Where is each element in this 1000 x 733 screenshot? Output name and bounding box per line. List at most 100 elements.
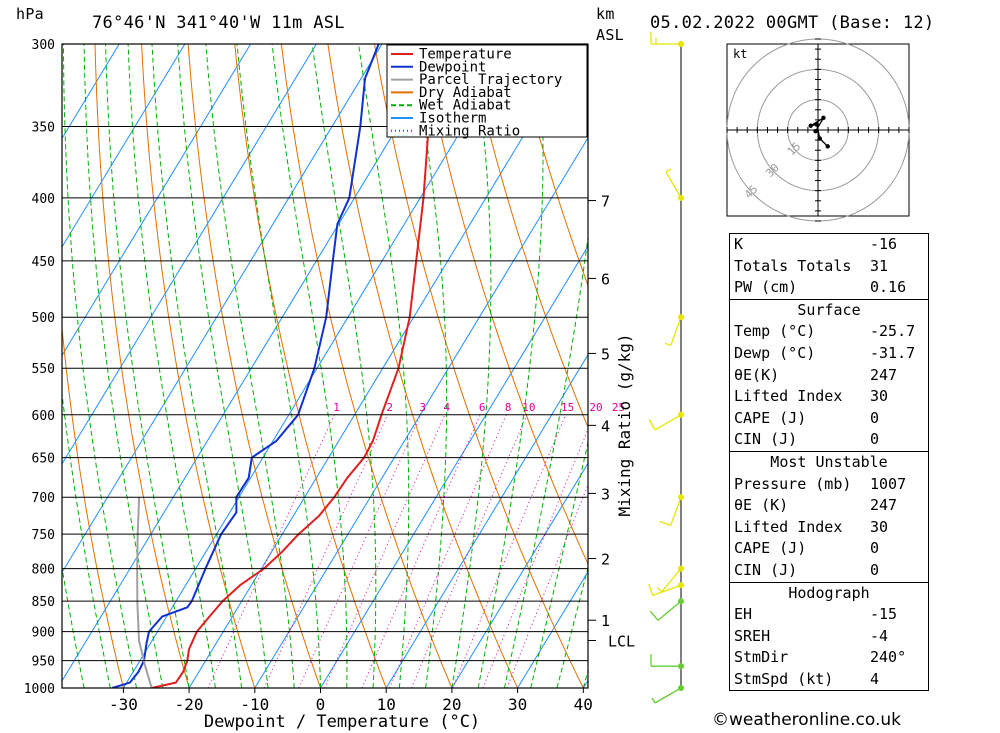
index-value: 0 [870,408,880,427]
pressure-tick-label: 850 [32,595,55,610]
hodograph-row: SREH -4 [730,626,928,648]
mixing-ratio-label: 2 [386,401,393,414]
mixing-ratio-label: 10 [522,401,535,414]
pressure-tick-label: 500 [32,311,55,326]
pressure-tick-label: 900 [32,626,55,641]
dewpoint-line [111,44,380,688]
legend-label: Isotherm [419,111,486,127]
index-value: 240° [870,648,907,667]
wet-adiabat-line [236,44,321,688]
temp-tick-label: 10 [377,695,396,714]
most-unstable-section-title: Most Unstable [730,450,928,474]
pressure-tick-label: 300 [32,38,55,53]
dry-adiabat-line [327,44,519,688]
height-tick-label: 4 [601,417,610,435]
mixing-ratio-axis-label: Mixing Ratio (g/kg) [615,333,634,516]
mixing-ratio-line [452,414,567,688]
mixing-ratio-line [411,414,528,688]
hodograph-row: StmDir 240° [730,647,928,669]
wet-adiabat-line [271,44,348,688]
wind-barb-shaft [665,171,682,199]
pressure-tick-label: 700 [32,491,55,506]
index-label: CIN (J) [734,560,798,579]
isotherm-line [0,0,15,688]
pressure-tick-label: 1000 [24,682,55,697]
index-value: -15 [870,605,898,624]
index-label: Lifted Index [734,517,843,536]
index-value: 30 [870,517,889,536]
index-value: 31 [870,256,889,275]
temp-tick-label: -30 [109,695,138,714]
basic-index-row: Totals Totals 31 [730,256,928,278]
pressure-tick-label: 400 [32,192,55,207]
temp-tick-label: 20 [442,695,461,714]
legend-label: Mixing Ratio [419,123,520,139]
pressure-tick-label: 800 [32,563,55,578]
index-label: Totals Totals [734,256,852,275]
x-axis-label: Dewpoint / Temperature (°C) [204,712,480,732]
pressure-tick-label: 600 [32,409,55,424]
most-unstable-row: CAPE (J) 0 [730,538,928,560]
index-value: 0 [870,560,880,579]
wet-adiabat-line [62,44,137,688]
footer-credit[interactable]: ©weatheronline.co.uk [712,710,901,730]
wet-adiabat-line [504,233,588,688]
mixing-ratio-label: 4 [444,401,451,414]
mixing-ratio-line [361,414,481,688]
wet-adiabat-line [530,440,588,688]
isotherm-line [0,0,212,688]
surface-row: Dewp (°C) -31.7 [730,343,928,365]
wet-adiabat-line [127,44,216,688]
wet-adiabat-line [411,44,448,688]
dry-adiabat-line [420,44,588,566]
height-tick-label: 1 [601,612,610,630]
hodograph-point [821,115,826,121]
hodograph-row: EH -15 [730,604,928,626]
surface-row: CIN (J) 0 [730,429,928,451]
legend-label: Dewpoint [419,59,486,75]
index-value: 4 [870,669,880,688]
most-unstable-row: CIN (J) 0 [730,560,928,582]
footer-site: weatheronline.co.uk [729,710,902,730]
index-label: Dewp (°C) [734,343,816,362]
index-label: CAPE (J) [734,539,807,558]
wet-adiabat-line [556,565,588,688]
dry-adiabat-line [62,323,124,688]
wet-adiabat-line [205,44,295,688]
index-value: 0 [870,430,880,449]
mixing-ratio-label: 3 [419,401,426,414]
wet-adiabat-line [311,44,377,688]
index-label: CIN (J) [734,430,798,449]
wind-barb-shaft [652,584,682,596]
hodograph-point [817,136,823,141]
hodograph-row: StmSpd (kt) 4 [730,669,928,691]
surface-row: CAPE (J) 0 [730,408,928,430]
index-label: PW (cm) [734,278,798,297]
isotherm-line [385,353,588,688]
lcl-label: LCL [608,632,635,650]
dry-adiabat-line [925,26,1000,688]
height-tick-label: 3 [601,485,610,503]
index-value: -25.7 [870,322,916,341]
index-label: StmSpd (kt) [734,669,834,688]
wind-barb-flag [651,697,656,704]
index-label: K [734,235,744,253]
isotherm-line [62,44,317,465]
isotherm-line [62,44,186,248]
legend-box [386,44,588,138]
wind-barb-flag [659,520,671,527]
height-tick-label: 6 [601,270,610,288]
isotherm-line [0,0,344,688]
asl-label: ASL [596,26,624,44]
wind-barb-flag [656,587,663,593]
dry-adiabat-line [513,44,588,287]
wind-barb-flag [664,342,671,347]
isotherm-line [62,44,120,140]
index-label: Lifted Index [734,387,843,406]
wind-barb-flag [665,168,672,173]
index-value: 1007 [870,474,907,493]
pressure-tick-label: 350 [32,120,55,135]
